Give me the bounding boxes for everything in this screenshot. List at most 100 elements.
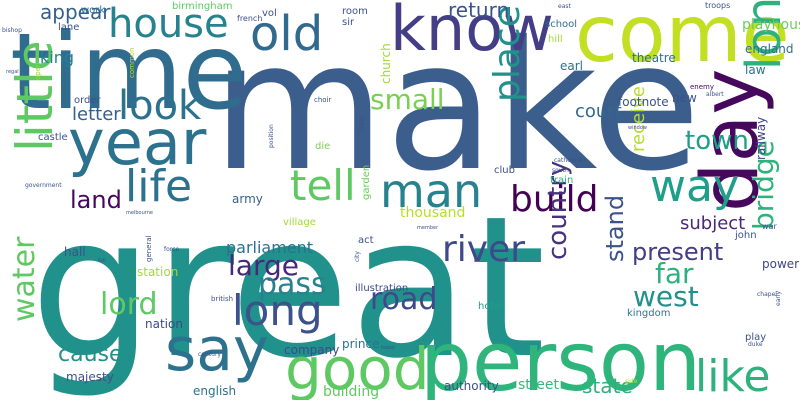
- word-stand: stand: [601, 194, 629, 262]
- word-albert: albert: [706, 91, 724, 98]
- word-school: school: [545, 19, 578, 30]
- word-water: water: [7, 236, 42, 322]
- word-present: present: [632, 238, 724, 266]
- word-fall: fall: [98, 258, 106, 264]
- word-nation: nation: [145, 317, 183, 331]
- word-large: large: [228, 249, 299, 282]
- word-year: year: [68, 106, 207, 179]
- word-far: far: [655, 257, 694, 290]
- word-die: die: [315, 141, 331, 152]
- word-building: building: [323, 384, 380, 400]
- word-old: old: [250, 6, 324, 62]
- word-say: say: [165, 315, 269, 385]
- word-person: person: [420, 315, 702, 400]
- word-duke: duke: [748, 341, 763, 348]
- word-new: new: [672, 91, 697, 105]
- word-parliament: parliament: [226, 238, 314, 257]
- word-war: war: [762, 222, 777, 231]
- word-london: london: [736, 0, 792, 70]
- word-authority: authority: [444, 379, 499, 393]
- word-like: like: [695, 351, 771, 400]
- word-english: english: [193, 384, 237, 398]
- word-come: come: [575, 0, 790, 80]
- word-open: open: [34, 62, 42, 80]
- word-subject: subject: [680, 213, 746, 234]
- word-window: window: [628, 125, 647, 131]
- word-build: build: [510, 179, 599, 220]
- word-time: time: [10, 11, 248, 133]
- word-british: british: [211, 295, 234, 303]
- word-lord: lord: [100, 287, 158, 322]
- word-law: law: [745, 63, 766, 77]
- word-street: street: [518, 377, 559, 393]
- word-church: church: [379, 43, 393, 84]
- word-vol: vol: [262, 8, 277, 19]
- word-work: work: [81, 5, 106, 16]
- word-hill: hill: [548, 34, 563, 45]
- word-know: know: [390, 0, 554, 65]
- word-thousand: thousand: [400, 205, 466, 221]
- word-make: make: [212, 3, 701, 210]
- word-regal: regal: [6, 69, 19, 75]
- word-appear: appear: [40, 0, 111, 24]
- word-position: position: [268, 124, 275, 148]
- word-early: early: [775, 290, 782, 306]
- word-bishop: bishop: [2, 27, 22, 34]
- word-theatre: theatre: [632, 51, 676, 65]
- word-way: way: [650, 161, 739, 212]
- word-castle: castle: [38, 132, 68, 143]
- word-sir: sir: [342, 17, 355, 28]
- word-melbourne: melbourne: [126, 210, 153, 216]
- word-town: town: [685, 126, 749, 156]
- word-railway: railway: [754, 116, 768, 160]
- word-power: power: [762, 257, 800, 271]
- word-village: village: [283, 217, 316, 228]
- word-king: king: [40, 48, 75, 67]
- word-great: great: [30, 174, 546, 400]
- word-state: state: [582, 374, 633, 398]
- word-garden: garden: [361, 164, 372, 200]
- word-lane: lane: [58, 22, 80, 33]
- word-train: train: [550, 175, 574, 186]
- word-cause: cause: [58, 342, 123, 367]
- word-member: member: [417, 225, 439, 231]
- word-common: common: [128, 47, 136, 79]
- word-act: act: [358, 235, 374, 246]
- word-south: south: [552, 167, 569, 174]
- word-station: station: [137, 265, 179, 279]
- word-return: return: [448, 0, 510, 22]
- word-man: man: [380, 164, 483, 218]
- word-land: land: [70, 186, 122, 214]
- word-east: east: [558, 3, 571, 10]
- word-playhouse: playhouse: [742, 17, 800, 33]
- word-earl: earl: [560, 59, 584, 73]
- word-play: play: [745, 332, 767, 343]
- word-road: road: [370, 282, 438, 317]
- word-england: england: [745, 42, 794, 56]
- word-footnote: footnote: [618, 95, 669, 109]
- word-house: house: [108, 1, 229, 47]
- word-hall: hall: [64, 245, 86, 259]
- word-illustration: illustration: [355, 283, 409, 294]
- word-good: good: [285, 335, 430, 400]
- word-government: government: [25, 182, 62, 189]
- word-chapel: chapel: [757, 291, 777, 298]
- word-side: side: [625, 378, 638, 385]
- word-court: court: [575, 101, 622, 122]
- word-prince: prince: [342, 337, 380, 351]
- word-use: use: [357, 116, 366, 131]
- word-tower: tower: [381, 345, 396, 351]
- word-company: company: [284, 343, 340, 357]
- word-force: force: [164, 246, 180, 253]
- word-letter: letter: [72, 104, 121, 125]
- word-birmingham: birmingham: [172, 1, 233, 12]
- word-kingdom: kingdom: [627, 308, 671, 319]
- word-small: small: [370, 83, 445, 116]
- word-cathedral: cathedral: [554, 157, 583, 164]
- word-west: west: [633, 280, 699, 313]
- word-life: life: [125, 161, 193, 212]
- word-majesty: majesty: [66, 370, 114, 384]
- word-room: room: [342, 6, 368, 17]
- word-city: city: [354, 251, 361, 262]
